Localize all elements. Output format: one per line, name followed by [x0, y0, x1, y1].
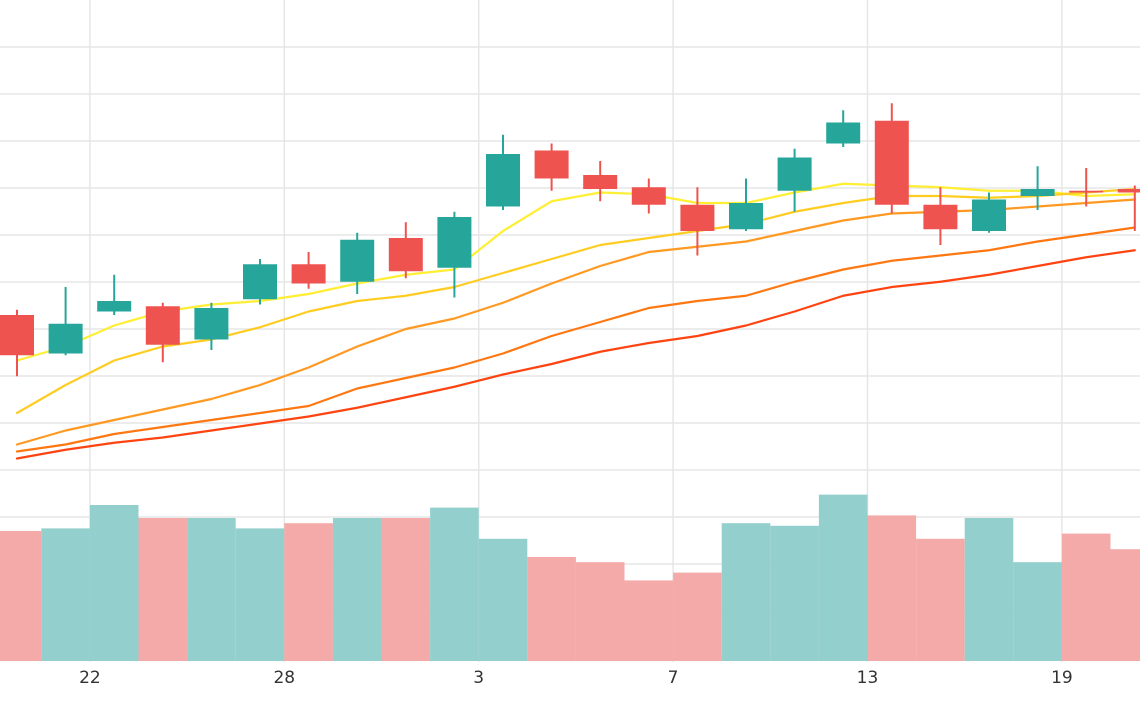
volume-bar — [818, 494, 868, 661]
volume-bar — [1013, 562, 1062, 661]
volume-bar — [1110, 549, 1140, 661]
volume-bar — [41, 528, 90, 661]
candle-body — [826, 122, 861, 144]
candle-body — [48, 323, 83, 354]
x-tick-label: 7 — [668, 668, 679, 688]
moving-average-line — [15, 187, 1136, 415]
candle-body — [437, 217, 472, 268]
moving-average-lines — [15, 182, 1136, 460]
candle-body — [0, 315, 34, 356]
volume-bar — [624, 580, 674, 661]
candle-body — [388, 238, 423, 272]
moving-average-line — [15, 249, 1136, 460]
candle-body — [972, 199, 1006, 231]
volume-bar — [673, 572, 722, 661]
volume-bar — [770, 525, 819, 661]
candle-body — [1117, 189, 1140, 193]
candle-body — [486, 154, 520, 207]
moving-average-line — [15, 226, 1136, 453]
x-axis: 22 28 3 7 13 19 — [79, 668, 1073, 688]
candle-body — [583, 175, 618, 189]
volume-bar — [1061, 533, 1111, 661]
candle-body — [1069, 190, 1104, 193]
candles — [0, 103, 1140, 377]
volume-bar — [430, 507, 479, 661]
volume-bar — [721, 523, 771, 661]
candle-body — [534, 150, 569, 179]
x-tick-label: 22 — [79, 668, 101, 688]
volume-bar — [332, 518, 382, 661]
candle-body — [291, 264, 326, 284]
candle-body — [145, 306, 180, 345]
x-tick-label: 19 — [1051, 668, 1073, 688]
volume-bar — [235, 528, 285, 661]
volume-bar — [284, 523, 333, 661]
candle-body — [874, 120, 909, 205]
candle-body — [729, 203, 763, 230]
candle-body — [777, 157, 812, 191]
x-tick-label: 3 — [473, 668, 484, 688]
candle-body — [340, 239, 375, 282]
volume-bar — [381, 518, 431, 661]
moving-average-line — [15, 198, 1136, 446]
candle-body — [243, 264, 277, 300]
volume-bar — [575, 562, 625, 661]
volume-bar — [867, 515, 917, 661]
candle-body — [1020, 189, 1055, 196]
candle-body — [680, 204, 715, 231]
volume-bar — [527, 557, 576, 661]
x-tick-label: 13 — [857, 668, 879, 688]
volume-bar — [478, 538, 528, 661]
volume-bar — [0, 531, 42, 661]
volume-bar — [964, 518, 1014, 661]
moving-average-line — [15, 182, 1136, 362]
candle-body — [631, 187, 666, 205]
volume-bar — [187, 518, 236, 661]
volume-bar — [138, 518, 188, 661]
candle-body — [923, 204, 958, 230]
volume-bar — [89, 505, 139, 661]
candle-body — [97, 301, 132, 312]
volume-bar — [916, 538, 965, 661]
candle-body — [194, 308, 229, 340]
volume-bars — [0, 494, 1140, 661]
x-tick-label: 28 — [273, 668, 295, 688]
